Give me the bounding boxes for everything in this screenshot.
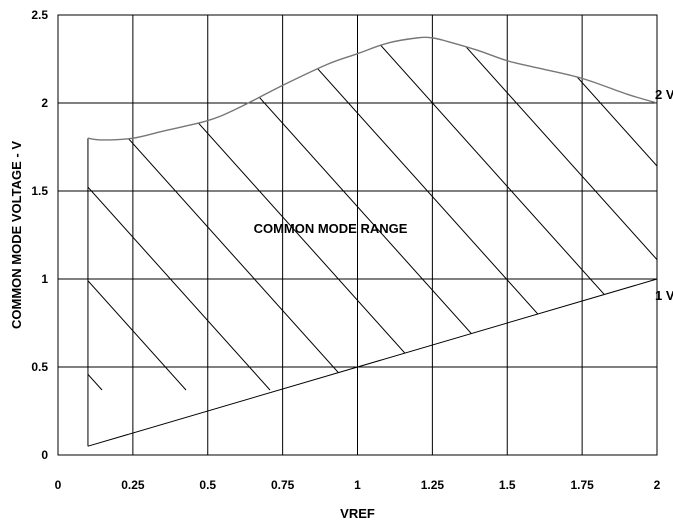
- y-tick-label: 1.5: [31, 184, 48, 198]
- lower-bound-line: [87, 278, 658, 447]
- hatch-line: [171, 37, 523, 391]
- hatch-line: [87, 37, 271, 391]
- hatch-line: [87, 37, 355, 391]
- hatch-line: [507, 37, 657, 391]
- x-tick-label: 1.25: [421, 478, 445, 492]
- grid: [58, 15, 657, 455]
- hatch-line: [87, 37, 439, 391]
- y-tick-label: 0: [41, 448, 48, 462]
- x-tick-label: 0.5: [199, 478, 216, 492]
- y-tick-label: 1: [41, 272, 48, 286]
- hatch-pattern: [87, 37, 657, 391]
- y-axis-title: COMMON MODE VOLTAGE - V: [9, 141, 24, 329]
- hatch-line: [423, 37, 657, 391]
- hatch-line: [591, 37, 657, 391]
- annotation-1: 2 V: [655, 87, 673, 102]
- series-group: [87, 36, 658, 447]
- annotation-0: COMMON MODE RANGE: [254, 221, 408, 236]
- y-tick-label: 2.5: [31, 8, 48, 22]
- x-tick-label: 2: [654, 478, 661, 492]
- x-axis-title: VREF: [340, 506, 375, 521]
- hatch-line: [339, 37, 657, 391]
- hatch-line: [87, 37, 187, 391]
- x-tick-label: 0.25: [121, 478, 145, 492]
- x-tick-label: 1.75: [570, 478, 594, 492]
- tick-labels: 0 0.25 0.5 0.75 1 1.25 1.5 1.75 2 0 0.5 1 1.5 2 2.5: [31, 8, 660, 492]
- annotation-2: 1 V: [655, 288, 673, 303]
- x-tick-label: 0: [55, 478, 62, 492]
- x-tick-label: 0.75: [271, 478, 295, 492]
- x-tick-label: 1.5: [499, 478, 516, 492]
- annotations: COMMON MODE RANGE 2 V 1 V: [254, 87, 673, 303]
- upper-bound-curve: [87, 36, 658, 141]
- y-tick-label: 0.5: [31, 360, 48, 374]
- plot-area-frame: [57, 14, 658, 456]
- x-tick-label: 1: [354, 478, 361, 492]
- y-tick-label: 2: [41, 96, 48, 110]
- hatch-line: [255, 37, 607, 391]
